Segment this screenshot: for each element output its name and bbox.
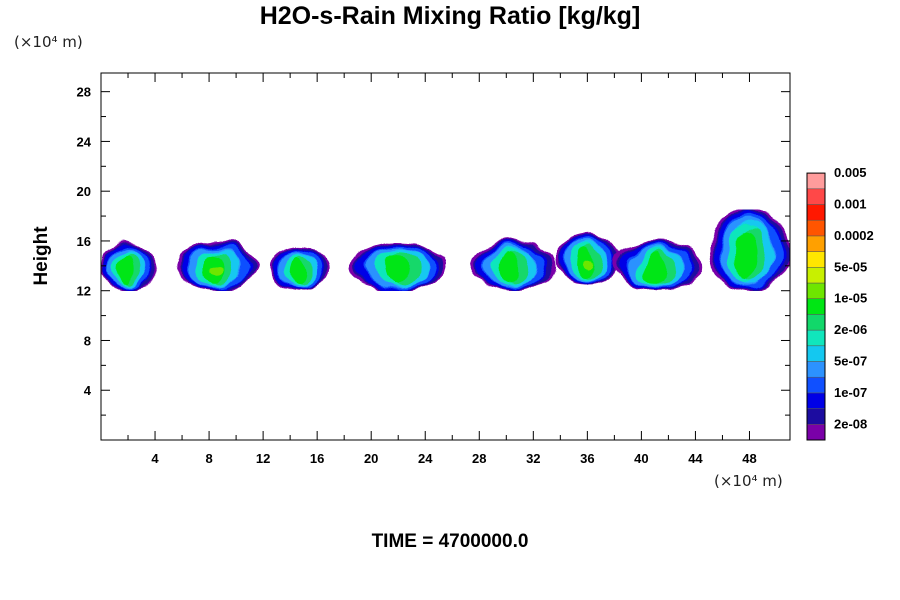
colorbar-label: 5e-05 xyxy=(834,259,867,274)
contour-band xyxy=(382,253,408,284)
x-tick-label: 20 xyxy=(364,451,378,466)
colorbar-swatch xyxy=(806,392,826,409)
x-tick-label: 12 xyxy=(256,451,270,466)
colorbar-swatch xyxy=(806,282,826,299)
colorbar-swatch xyxy=(806,172,826,190)
x-axis-unit-label: (×10⁴ m) xyxy=(714,472,783,490)
y-tick-label: 16 xyxy=(77,234,91,249)
cloud-cell xyxy=(472,240,554,291)
contour-band xyxy=(499,253,521,284)
plot-frame xyxy=(100,72,791,441)
x-tick-label: 24 xyxy=(418,451,433,466)
colorbar-swatch xyxy=(806,267,826,284)
contour-band xyxy=(119,253,134,284)
y-tick-label: 4 xyxy=(84,383,92,398)
y-axis-unit-label: (×10⁴ m) xyxy=(14,33,83,51)
colorbar-swatch xyxy=(806,219,826,237)
colorbar-swatch xyxy=(806,235,826,252)
contour-band xyxy=(290,257,307,284)
colorbar-label: 0.0002 xyxy=(834,228,874,243)
colorbar-swatch xyxy=(806,376,826,394)
cloud-cell xyxy=(101,240,156,291)
y-tick-label: 28 xyxy=(77,85,91,100)
colorbar-swatch xyxy=(806,314,826,331)
y-tick-label: 8 xyxy=(84,333,91,348)
cloud-cell xyxy=(175,240,257,291)
colorbar-swatch xyxy=(806,424,826,441)
contour-band xyxy=(209,264,223,275)
x-tick-label: 40 xyxy=(634,451,648,466)
colorbar-swatch xyxy=(806,251,826,268)
y-tick-label: 24 xyxy=(77,134,92,149)
x-tick-label: 44 xyxy=(688,451,703,466)
cloud-cell xyxy=(269,245,331,291)
colorbar-label: 1e-05 xyxy=(834,291,867,306)
x-tick-label: 16 xyxy=(310,451,324,466)
time-label: TIME = 4700000.0 xyxy=(371,531,529,552)
x-tick-label: 48 xyxy=(742,451,756,466)
x-tick-label: 8 xyxy=(205,451,212,466)
colorbar-swatch xyxy=(806,408,826,425)
x-tick-label: 36 xyxy=(580,451,594,466)
colorbar-swatch xyxy=(806,204,826,221)
y-tick-label: 12 xyxy=(77,284,91,299)
cloud-cell xyxy=(553,234,622,285)
colorbar-label: 1e-07 xyxy=(834,385,867,400)
y-tick-label: 20 xyxy=(77,184,91,199)
colorbar-label: 0.001 xyxy=(834,197,867,212)
x-tick-label: 32 xyxy=(526,451,540,466)
colorbar-swatch xyxy=(806,361,826,378)
contour-band xyxy=(581,258,593,269)
colorbar-label: 5e-07 xyxy=(834,354,867,369)
colorbar-swatch xyxy=(806,298,826,315)
colorbar-swatch xyxy=(806,329,826,347)
colorbar-swatch xyxy=(806,188,826,205)
contour-band xyxy=(736,230,758,279)
x-tick-label: 4 xyxy=(151,451,159,466)
chart-title: H2O-s-Rain Mixing Ratio [kg/kg] xyxy=(259,2,641,30)
colorbar-swatch xyxy=(806,345,826,362)
colorbar-frame xyxy=(806,172,826,441)
cloud-contour-layer xyxy=(101,209,790,291)
colorbar-label: 2e-06 xyxy=(834,322,867,337)
contour-band xyxy=(643,253,667,284)
cloud-cell xyxy=(614,240,703,291)
colorbar-label: 0.005 xyxy=(834,165,867,180)
colorbar: 2e-08 1e-07 5e-07 2e-06 1e-05 5e-05 0.0002 0.00… xyxy=(806,165,874,441)
colorbar-label: 2e-08 xyxy=(834,416,867,431)
cloud-cell xyxy=(708,209,790,291)
cloud-cell xyxy=(350,240,446,291)
x-tick-label: 28 xyxy=(472,451,486,466)
